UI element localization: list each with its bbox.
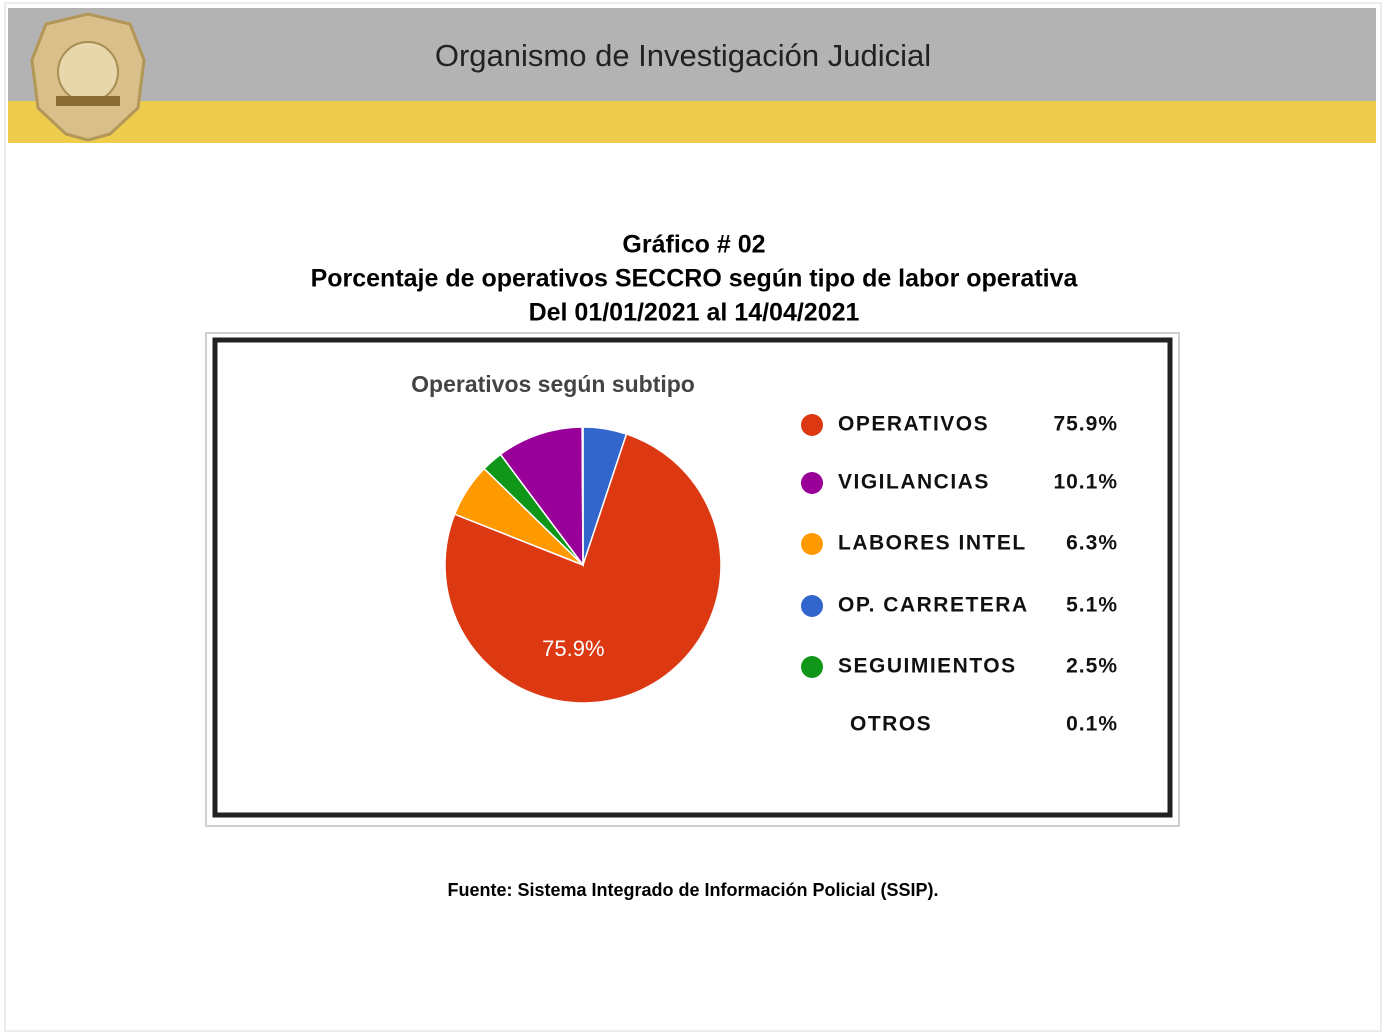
pie-title: Operativos según subtipo [411,371,695,397]
pie-chart: 75.9% OPERATIVOS 75.9% VIGILANCIAS 10.1% LABO… [444,413,1118,736]
legend-marker [801,656,823,678]
legend-value: 75.9% [1053,413,1118,436]
chart-number: Gráfico # 02 [622,231,765,259]
legend-label: SEGUIMIENTOS [838,655,1017,678]
legend-marker [801,414,823,436]
legend-label: VIGILANCIAS [838,471,990,494]
legend-value: 2.5% [1066,655,1118,678]
legend-value: 0.1% [1066,713,1118,736]
legend-label: OPERATIVOS [838,413,989,436]
legend-label: OP. CARRETERA [838,594,1029,617]
page-border [4,2,1382,1032]
pie-slice [499,426,584,568]
pie-slice [444,433,722,704]
legend-marker [801,714,823,736]
source: Fuente: Sistema Integrado de Información… [447,880,938,900]
chart-frame [205,332,1180,827]
legend-marker [801,595,823,617]
legend-value: 10.1% [1053,471,1118,494]
legend-label: OTROS [850,713,932,736]
legend-marker [801,533,823,555]
header-band [8,8,1376,101]
chart-period: Del 01/01/2021 al 14/04/2021 [529,299,860,327]
header-title: Organismo de Investigación Judicial [435,38,931,73]
header-stripe [8,101,1376,143]
slice-label: 75.9% [542,636,604,661]
legend-value: 5.1% [1066,594,1118,617]
legend-marker [801,472,823,494]
legend-value: 6.3% [1066,532,1118,555]
legend-label: LABORES INTEL [838,532,1027,555]
chart-heading: Porcentaje de operativos SECCRO según ti… [311,265,1079,293]
badge [30,12,146,142]
pie-slice [581,426,584,566]
